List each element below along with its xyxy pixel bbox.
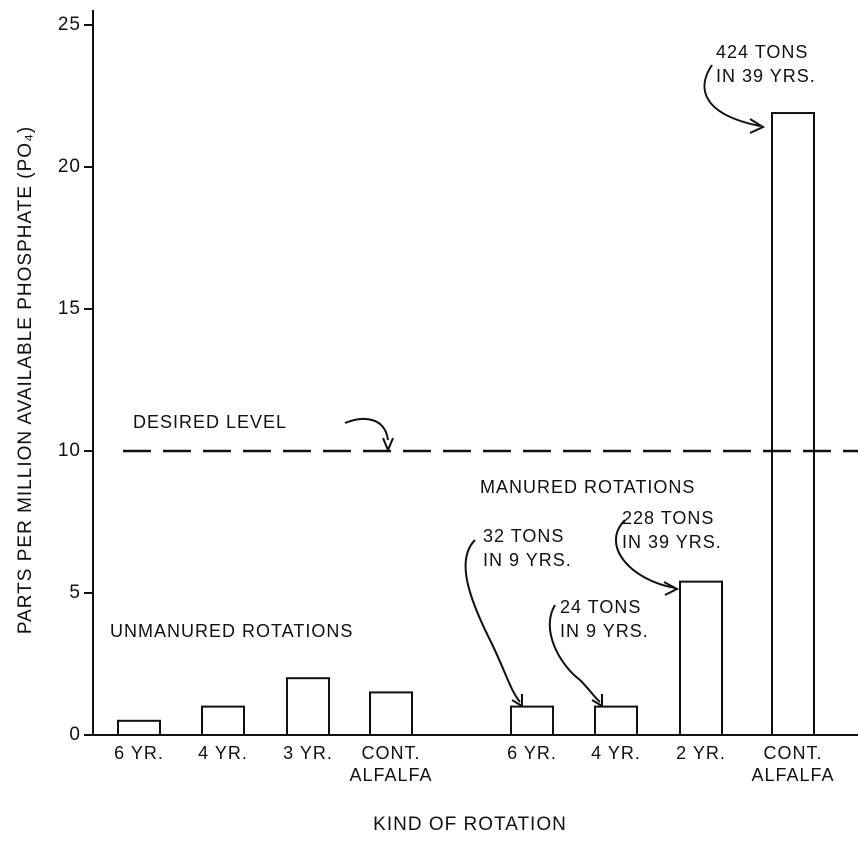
- bar: [201, 705, 245, 736]
- bar: [771, 112, 815, 737]
- annotation-line: IN 39 YRS.: [622, 532, 722, 552]
- annotation-line: IN 9 YRS.: [483, 550, 572, 570]
- arrow: [344, 418, 389, 441]
- arrow-head: [511, 694, 523, 708]
- y-tick-label: 10: [58, 440, 81, 461]
- annotation-line: 228 TONS: [622, 508, 715, 528]
- bar: [594, 705, 638, 736]
- arrows: [344, 64, 766, 708]
- annotation-line: IN 39 YRS.: [716, 66, 816, 86]
- bar: [369, 691, 413, 737]
- x-tick-label: 2 YR.: [676, 743, 726, 763]
- annotation: 424 TONS IN 39 YRS.: [716, 40, 816, 88]
- bar: [679, 580, 723, 737]
- arrow: [703, 64, 761, 127]
- reference-label: DESIRED LEVEL: [133, 412, 288, 432]
- annotation: 228 TONS IN 39 YRS.: [622, 506, 722, 554]
- y-tick-label: 0: [69, 724, 81, 745]
- y-tick-label: 20: [58, 156, 81, 177]
- arrow: [614, 519, 676, 589]
- annotation-line: 32 TONS: [483, 526, 565, 546]
- group-label: MANURED ROTATIONS: [480, 477, 696, 497]
- y-tick-label: 5: [69, 582, 81, 603]
- bar: [510, 705, 554, 736]
- bar: [117, 719, 161, 736]
- x-tick-label: 4 YR.: [198, 743, 248, 763]
- annotation: 24 TONS IN 9 YRS.: [560, 595, 649, 643]
- x-tick-label: CONT. ALFALFA: [751, 743, 835, 785]
- y-axis-label: PARTS PER MILLION AVAILABLE PHOSPHATE (P…: [15, 126, 36, 634]
- x-tick-label: 6 YR.: [114, 743, 164, 763]
- arrow-head: [663, 581, 680, 596]
- x-tick-label: 6 YR.: [507, 743, 557, 763]
- annotation-line: IN 9 YRS.: [560, 621, 649, 641]
- y-tick-label: 25: [58, 14, 81, 35]
- x-axis-label: KIND OF ROTATION: [373, 814, 567, 835]
- y-tick-label: 15: [58, 298, 81, 319]
- annotation: 32 TONS IN 9 YRS.: [483, 524, 572, 572]
- x-tick-label: CONT. ALFALFA: [349, 743, 433, 785]
- annotation-line: 24 TONS: [560, 597, 642, 617]
- x-tick-label: 3 YR.: [283, 743, 333, 763]
- arrow: [464, 539, 521, 703]
- group-label: UNMANURED ROTATIONS: [110, 621, 354, 641]
- arrow-head: [749, 118, 766, 134]
- annotation-line: 424 TONS: [716, 42, 809, 62]
- arrow: [548, 604, 601, 703]
- bar: [286, 677, 330, 737]
- x-tick-label: 4 YR.: [591, 743, 641, 763]
